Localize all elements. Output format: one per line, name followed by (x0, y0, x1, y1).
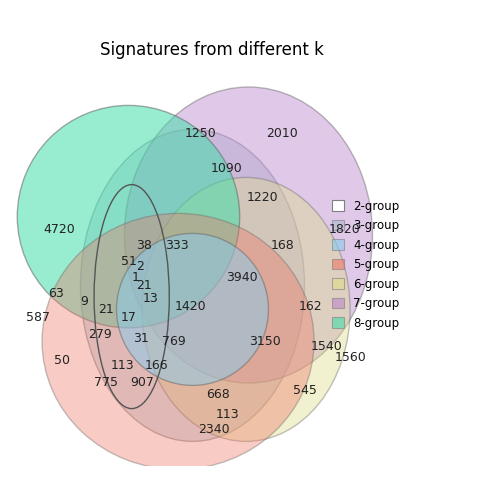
Text: 113: 113 (110, 359, 134, 372)
Text: 1220: 1220 (246, 191, 278, 204)
Text: 1560: 1560 (334, 351, 366, 364)
Title: Signatures from different k: Signatures from different k (100, 41, 324, 58)
Text: 166: 166 (145, 359, 168, 372)
Text: 38: 38 (137, 239, 152, 252)
Text: 1250: 1250 (184, 127, 216, 140)
Text: 3940: 3940 (226, 271, 258, 284)
Text: 4720: 4720 (44, 223, 76, 236)
Text: 668: 668 (206, 389, 230, 402)
Text: 587: 587 (26, 311, 50, 324)
Text: 162: 162 (298, 300, 322, 313)
Text: 775: 775 (94, 376, 118, 390)
Text: 51: 51 (120, 255, 137, 268)
Text: 3150: 3150 (248, 335, 280, 348)
Text: 1: 1 (132, 271, 140, 284)
Text: 50: 50 (54, 354, 70, 367)
Ellipse shape (42, 213, 314, 469)
Text: 1820: 1820 (329, 223, 360, 236)
Text: 1420: 1420 (174, 300, 206, 313)
Text: 545: 545 (292, 385, 317, 398)
Text: 1090: 1090 (210, 162, 242, 175)
Text: 21: 21 (98, 303, 114, 316)
Text: 1540: 1540 (310, 341, 342, 353)
Text: 2340: 2340 (198, 423, 230, 436)
Text: 279: 279 (88, 329, 111, 342)
Text: 13: 13 (142, 292, 158, 305)
Text: 2010: 2010 (266, 127, 298, 140)
Text: 168: 168 (270, 239, 294, 252)
Ellipse shape (116, 233, 269, 386)
Text: 769: 769 (162, 335, 186, 348)
Text: 907: 907 (130, 376, 154, 390)
Text: 333: 333 (165, 239, 188, 252)
Ellipse shape (124, 87, 372, 383)
Text: 17: 17 (120, 311, 137, 324)
Text: 31: 31 (133, 333, 148, 346)
Ellipse shape (142, 177, 350, 442)
Text: 9: 9 (81, 295, 88, 308)
Text: 63: 63 (48, 287, 65, 300)
Ellipse shape (81, 130, 304, 442)
Ellipse shape (17, 105, 240, 328)
Text: 2: 2 (137, 261, 145, 274)
Text: 113: 113 (216, 409, 239, 421)
Legend: 2-group, 3-group, 4-group, 5-group, 6-group, 7-group, 8-group: 2-group, 3-group, 4-group, 5-group, 6-gr… (329, 196, 403, 333)
Text: 21: 21 (137, 279, 152, 292)
